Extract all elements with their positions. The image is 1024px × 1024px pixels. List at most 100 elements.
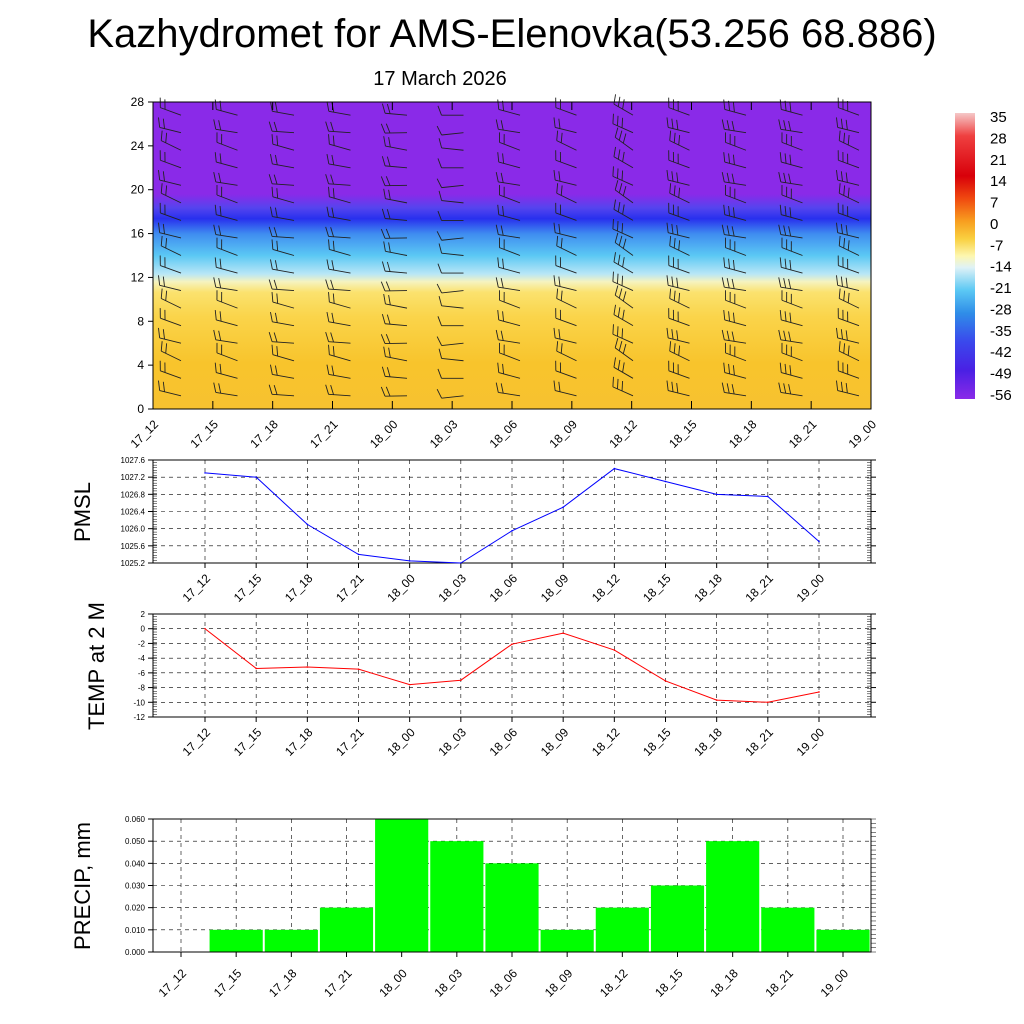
wind-barb: [556, 298, 577, 309]
wind-barb: [614, 242, 634, 256]
xtick-label: 17_21: [333, 571, 367, 605]
wind-barb-feather: [270, 154, 273, 165]
xtick-label: 18_21: [742, 571, 776, 605]
wind-barb-feather: [622, 204, 625, 215]
colorbar-labels: 35 28 21 14 7 0 -7 -14 -21 -28 -35 -42 -49 -56: [990, 109, 1012, 404]
ytick-label: 2: [141, 610, 146, 619]
wind-barb-feather: [326, 154, 330, 165]
ytick-label: 1025.2: [121, 559, 146, 568]
xtick-label: 18_15: [640, 571, 674, 605]
wind-barb-feather: [612, 218, 614, 230]
wind-barb-feather: [273, 279, 278, 290]
wind-barb-feather: [500, 120, 504, 131]
wind-barb: [669, 350, 690, 362]
wind-barb-feather: [621, 117, 624, 128]
wind-barb-feather: [783, 172, 787, 183]
colorbar-tick-label: -35: [990, 323, 1012, 340]
wind-barb: [837, 390, 860, 397]
wind-barb-feather: [669, 288, 672, 299]
wind-barb-feather: [385, 123, 391, 134]
wind-barb: [668, 107, 690, 116]
wind-barb: [272, 354, 295, 362]
wind-barb-feather: [731, 120, 735, 131]
wind-barb-feather: [218, 383, 222, 394]
wind-barb: [328, 393, 351, 397]
wind-barb-feather: [676, 277, 679, 288]
wind-barb-feather: [436, 231, 443, 241]
wind-barb-feather: [612, 271, 614, 282]
wind-barb: [441, 147, 464, 151]
wind-barb: [329, 143, 351, 151]
wind-barb-feather: [438, 190, 443, 201]
wind-barb-feather: [618, 288, 623, 299]
xtick-label: 17_15: [231, 571, 265, 605]
wind-barb-feather: [838, 288, 841, 299]
wind-barb-feather: [218, 278, 222, 289]
wind-barb: [498, 109, 521, 116]
xtick-label: 18_15: [652, 966, 686, 1000]
xtick-label: 17_12: [180, 571, 214, 605]
wind-barb-feather: [732, 154, 735, 165]
wind-barb: [612, 386, 634, 397]
wind-barb-feather: [779, 362, 782, 373]
wind-barb-feather: [330, 121, 334, 132]
temp-series-line: [204, 628, 820, 703]
xtick-label: 18_12: [589, 725, 623, 759]
wind-barb: [668, 232, 690, 239]
precip-bar: [706, 841, 760, 952]
wind-barb-feather: [330, 227, 334, 237]
wind-barb: [724, 286, 747, 292]
wind-barb-feather: [268, 121, 273, 132]
wind-barb-feather: [845, 225, 848, 236]
wind-barb: [161, 192, 182, 204]
wind-barb-feather: [273, 121, 278, 132]
wind-barb-feather: [845, 382, 848, 393]
wind-barb-feather: [783, 278, 787, 289]
wind-barb-feather: [617, 168, 619, 179]
wind-barb-feather: [778, 382, 782, 393]
wind-barb-feather: [836, 170, 839, 181]
wind-barb-feather: [436, 389, 443, 399]
wind-barb-feather: [613, 94, 616, 105]
wind-barb-feather: [789, 259, 792, 270]
wind-barb-feather: [840, 329, 843, 340]
wind-barb: [668, 317, 690, 327]
wind-barb-feather: [618, 130, 623, 141]
wind-barb-feather: [617, 273, 619, 284]
wind-barb: [441, 132, 464, 136]
wind-barb: [668, 126, 690, 134]
wind-barb-feather: [613, 199, 616, 210]
wind-barb: [328, 110, 351, 116]
wind-barb: [781, 109, 803, 116]
wind-barb: [613, 156, 634, 169]
wind-barb-feather: [332, 135, 335, 146]
wind-barb-feather: [331, 154, 335, 165]
wind-barb: [385, 270, 408, 274]
wind-barb: [160, 107, 182, 116]
xtick-label: 19_00: [818, 966, 852, 1000]
xsec-ytick-label: 16: [131, 227, 145, 241]
xtick-label: 17_18: [266, 966, 300, 1000]
wind-barb: [328, 321, 351, 327]
wind-barb-feather: [495, 172, 499, 182]
wind-barb-feather: [213, 382, 217, 393]
wind-barb-feather: [723, 257, 726, 268]
wind-barb: [669, 140, 690, 151]
wind-barb-feather: [328, 239, 330, 250]
wind-barb: [161, 298, 182, 309]
wind-barb: [272, 249, 295, 256]
wind-barb: [215, 286, 238, 292]
wind-barb-feather: [500, 278, 504, 289]
wind-barb-feather: [843, 132, 846, 143]
wind-barb-feather: [330, 174, 334, 185]
temp-ylabel: TEMP at 2 M: [84, 602, 109, 730]
wind-barb-feather: [495, 382, 499, 393]
wind-barb-feather: [847, 134, 850, 146]
precip-panel: 0.000 0.010 0.020 0.030 0.040 0.050 0.060 17_12…: [70, 815, 876, 1000]
wind-barb-feather: [332, 188, 335, 199]
wind-barb-feather: [558, 276, 561, 287]
xsec-xtick-label: 17_21: [307, 417, 341, 451]
wind-barb-feather: [438, 348, 443, 359]
precip-bar: [650, 885, 705, 952]
xsec-xtick-label: 18_21: [786, 417, 820, 451]
